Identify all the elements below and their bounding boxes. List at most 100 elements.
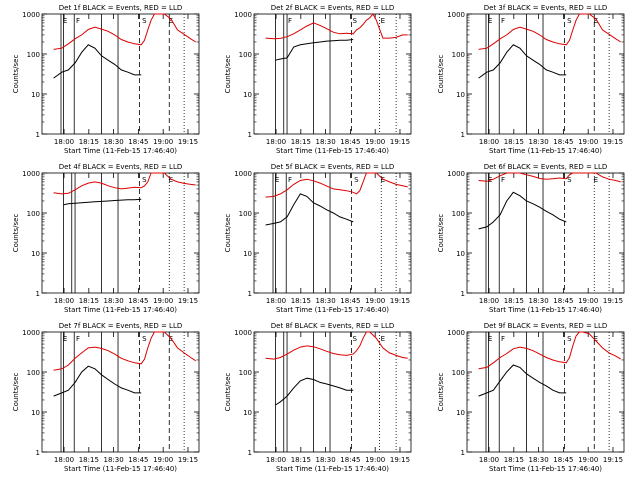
x-tick-label: 18:15 [291,297,311,305]
y-axis-title: Counts/sec [12,55,20,94]
x-tick-label: 18:15 [79,138,99,146]
x-tick-label: 19:15 [390,297,410,305]
events-curve [53,365,142,397]
x-tick-label: 19:15 [178,297,198,305]
event-marker-label: S [353,17,358,25]
y-tick-label: 100 [239,210,252,218]
y-tick-label: 1000 [447,170,465,178]
plot-frame [41,331,200,453]
x-tick-label: 19:15 [603,297,623,305]
plot-frame [466,13,625,135]
panel-title: Det 8f BLACK = Events, RED = LLD [271,322,394,330]
detector-panel-5: Det 5f BLACK = Events, RED = LLD 1 10 100 10… [224,163,412,314]
event-marker-label: E [63,17,67,25]
event-marker-label: E [594,176,598,184]
x-tick-label: 19:15 [390,456,410,464]
detector-panel-6: Det 6f BLACK = Events, RED = LLD 1 10 100 10… [437,163,625,314]
event-marker-label: S [567,335,572,343]
x-tick-label: 18:15 [79,456,99,464]
x-tick-label: 18:30 [529,138,549,146]
plot-frame [466,172,625,294]
x-tick-label: 19:00 [578,297,598,305]
y-tick-label: 10 [456,409,465,417]
plot-frame [466,331,625,453]
event-marker-label: F [501,335,505,343]
x-tick-label: 18:45 [340,297,360,305]
x-tick-label: 19:00 [153,138,173,146]
events-curve [275,377,354,406]
lld-curve [265,331,408,360]
x-tick-label: 18:00 [266,297,286,305]
y-tick-label: 1 [36,131,40,139]
plot-frame [253,172,412,294]
panel-title: Det 2f BLACK = Events, RED = LLD [271,4,394,12]
event-marker-label: S [142,17,147,25]
x-tick-label: 19:00 [365,138,385,146]
y-tick-label: 100 [239,51,252,59]
y-axis-title: Counts/sec [437,214,445,253]
event-marker-label: E [381,176,385,184]
y-tick-label: 10 [243,91,252,99]
panel-title: Det 6f BLACK = Events, RED = LLD [484,163,607,171]
y-tick-label: 10 [243,250,252,258]
x-tick-label: 18:30 [316,456,336,464]
y-tick-label: 1000 [234,11,252,19]
y-tick-label: 10 [31,91,40,99]
detector-panel-2: Det 2f BLACK = Events, RED = LLD 1 10 100 10… [224,4,412,155]
event-marker-label: E [169,176,173,184]
x-tick-label: 18:15 [79,297,99,305]
x-axis-title: Start Time (11-Feb-15 17:46:40) [64,306,177,314]
y-axis-title: Counts/sec [437,55,445,94]
y-axis-title: Counts/sec [224,214,232,253]
lld-curve [265,13,408,40]
event-marker-label: S [567,176,572,184]
x-axis-title: Start Time (11-Feb-15 17:46:40) [489,147,602,155]
panel-title: Det 4f BLACK = Events, RED = LLD [59,163,182,171]
x-tick-label: 19:15 [178,138,198,146]
x-tick-label: 18:00 [54,456,74,464]
events-curve [265,193,354,226]
x-tick-label: 18:45 [128,138,148,146]
y-tick-label: 1000 [234,329,252,337]
x-tick-label: 19:15 [178,456,198,464]
x-tick-label: 18:00 [266,456,286,464]
y-tick-label: 1000 [22,170,40,178]
x-axis-title: Start Time (11-Feb-15 17:46:40) [276,147,389,155]
x-tick-label: 19:00 [578,456,598,464]
y-tick-label: 1 [248,131,252,139]
y-tick-label: 1 [461,290,465,298]
x-axis-title: Start Time (11-Feb-15 17:46:40) [489,306,602,314]
panel-title: Det 7f BLACK = Events, RED = LLD [59,322,182,330]
x-tick-label: 18:30 [104,456,124,464]
x-tick-label: 18:15 [291,456,311,464]
y-axis-title: Counts/sec [224,55,232,94]
detector-panel-8: Det 8f BLACK = Events, RED = LLD 1 10 100 10… [224,322,412,473]
x-axis-title: Start Time (11-Feb-15 17:46:40) [64,465,177,473]
event-marker-label: E [275,176,279,184]
events-curve [275,39,354,61]
y-axis-title: Counts/sec [224,373,232,412]
x-tick-label: 18:30 [529,456,549,464]
x-tick-label: 19:00 [578,138,598,146]
detector-panel-3: Det 3f BLACK = Events, RED = LLD 1 10 100 10… [437,4,625,155]
event-marker-label: S [354,176,359,184]
event-marker-label: S [142,335,147,343]
x-tick-label: 18:15 [504,456,524,464]
x-axis-title: Start Time (11-Feb-15 17:46:40) [64,147,177,155]
event-marker-label: F [288,176,292,184]
events-curve [63,198,142,206]
x-axis-title: Start Time (11-Feb-15 17:46:40) [276,306,389,314]
y-tick-label: 1000 [22,329,40,337]
x-tick-label: 19:15 [603,456,623,464]
y-tick-label: 100 [452,210,465,218]
panel-title: Det 1f BLACK = Events, RED = LLD [59,4,182,12]
x-tick-label: 18:30 [529,297,549,305]
x-tick-label: 18:45 [553,297,573,305]
y-tick-label: 1000 [22,11,40,19]
x-tick-label: 18:45 [128,456,148,464]
x-tick-label: 18:00 [479,138,499,146]
x-tick-label: 19:00 [365,456,385,464]
y-tick-label: 10 [456,250,465,258]
event-marker-label: E [488,17,492,25]
